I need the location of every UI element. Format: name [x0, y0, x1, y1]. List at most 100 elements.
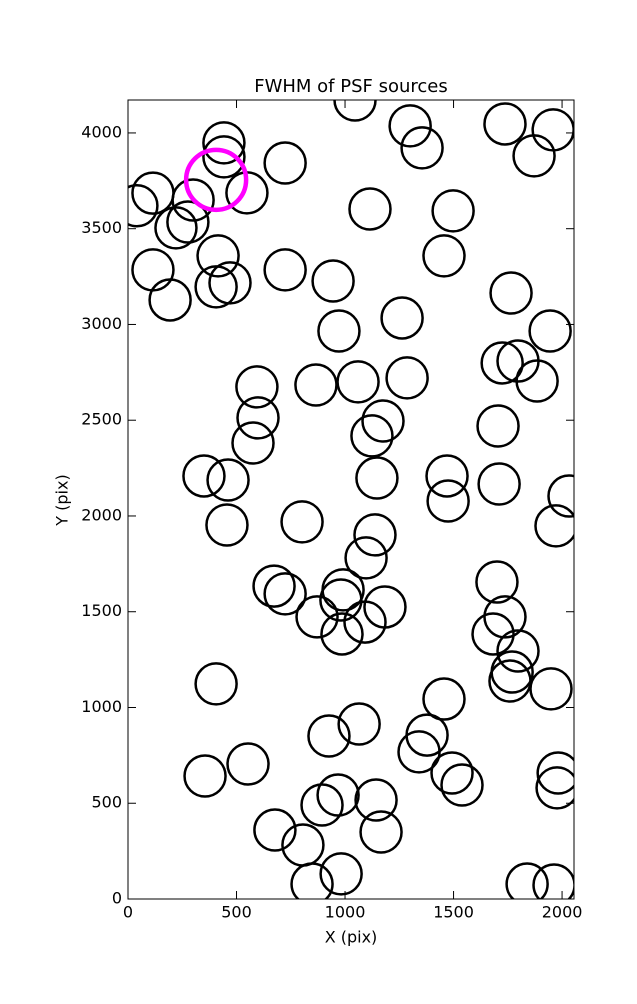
source-circle	[353, 513, 397, 557]
source-circle	[354, 778, 398, 822]
source-circle	[547, 474, 574, 518]
y-tick-label: 2000	[81, 505, 122, 524]
y-tick-label: 2500	[81, 410, 122, 429]
source-circle	[476, 404, 520, 448]
source-circle	[253, 808, 297, 852]
plot-area	[128, 100, 574, 899]
source-circle	[529, 667, 573, 711]
source-circle	[385, 356, 429, 400]
source-circle	[422, 677, 466, 721]
source-circle	[489, 271, 533, 315]
source-circle	[515, 359, 559, 403]
source-circle	[202, 121, 246, 165]
source-circle	[300, 783, 344, 827]
source-circle	[171, 178, 215, 222]
source-circle	[388, 104, 432, 148]
y-tick-label: 1500	[81, 601, 122, 620]
source-circle	[534, 504, 574, 548]
x-tick-label: 0	[123, 903, 133, 922]
source-circle	[294, 363, 338, 407]
source-circle	[528, 309, 572, 353]
source-circle	[166, 200, 210, 244]
source-circle	[231, 421, 275, 465]
x-tick-label: 2000	[542, 903, 583, 922]
source-circle	[182, 454, 226, 498]
source-circle	[235, 365, 279, 409]
source-circle	[422, 234, 466, 278]
plot-frame	[127, 99, 575, 900]
source-circle	[532, 863, 574, 899]
source-circle	[355, 456, 399, 500]
source-circle	[536, 751, 574, 795]
source-circle	[430, 751, 474, 795]
source-circle	[263, 248, 307, 292]
source-circle	[316, 773, 360, 817]
source-circle	[350, 414, 394, 458]
source-circle	[426, 479, 470, 523]
source-circle	[263, 572, 307, 616]
y-tick-label: 3000	[81, 314, 122, 333]
source-circle	[471, 612, 515, 656]
source-circle	[505, 862, 549, 899]
source-circle	[252, 564, 296, 608]
source-circle	[483, 595, 527, 639]
source-circle	[477, 462, 521, 506]
y-tick-label: 3500	[81, 218, 122, 237]
source-circle	[148, 278, 192, 322]
source-circle	[440, 763, 484, 807]
source-circle	[336, 360, 380, 404]
source-circle	[307, 714, 351, 758]
source-circle	[196, 234, 240, 278]
source-circle	[431, 189, 475, 233]
source-circle	[280, 500, 324, 544]
x-tick-label: 500	[221, 903, 252, 922]
source-circle	[425, 454, 469, 498]
source-circle	[319, 578, 363, 622]
source-circle	[496, 629, 540, 673]
source-circle	[483, 102, 527, 146]
source-circle	[475, 560, 519, 604]
source-circle	[535, 766, 574, 810]
source-circle	[344, 536, 388, 580]
chart-title: FWHM of PSF sources	[254, 76, 448, 97]
source-circle	[183, 754, 227, 798]
y-tick-label: 0	[112, 889, 122, 908]
source-circle	[488, 659, 532, 703]
source-circle	[333, 100, 377, 122]
y-tick-label: 1000	[81, 697, 122, 716]
source-circle	[290, 862, 334, 899]
source-circle	[295, 595, 339, 639]
source-circle	[128, 183, 159, 228]
source-circle	[512, 134, 556, 178]
y-axis-label: Y (pix)	[53, 474, 72, 526]
source-circle	[380, 296, 424, 340]
source-circle	[317, 309, 361, 353]
x-tick-label: 1500	[433, 903, 474, 922]
source-circle	[361, 399, 405, 443]
source-circle	[397, 730, 441, 774]
source-circle	[154, 206, 198, 250]
source-circle	[263, 141, 307, 185]
source-circle	[359, 810, 403, 854]
source-circle	[226, 742, 270, 786]
source-circle	[202, 135, 246, 179]
source-circle	[319, 852, 363, 896]
source-circle	[320, 612, 364, 656]
source-circle	[206, 458, 250, 502]
source-circle	[236, 396, 280, 440]
source-circle	[480, 341, 524, 385]
source-circle	[348, 187, 392, 231]
source-circle	[311, 259, 355, 303]
source-circle	[205, 503, 249, 547]
y-tick-label: 500	[91, 793, 122, 812]
source-circle	[208, 261, 252, 305]
source-circle	[363, 585, 407, 629]
y-tick-label: 4000	[81, 122, 122, 141]
source-circle	[400, 126, 444, 170]
source-circle	[337, 702, 381, 746]
highlight-circle	[183, 147, 249, 213]
source-circle	[194, 662, 238, 706]
x-axis-label: X (pix)	[325, 928, 378, 947]
